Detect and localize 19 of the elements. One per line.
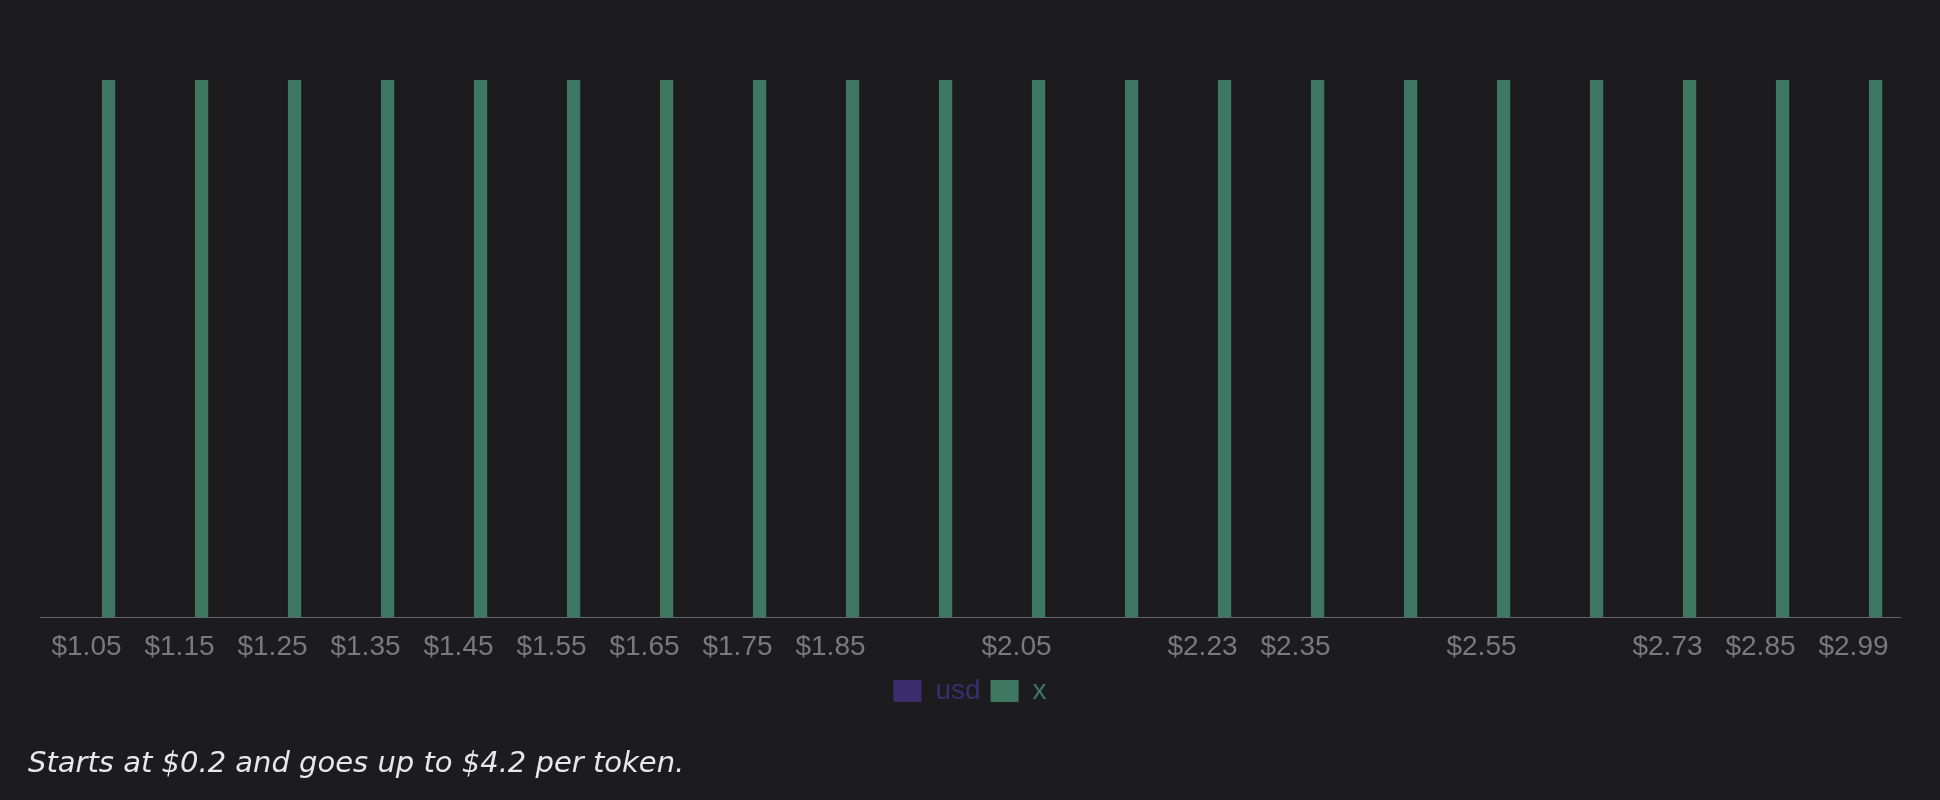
x-tick-label: $1.75 [702,629,773,661]
legend-label: usd [935,673,981,705]
text: Starts at $0.2 and goes up to $4.2 per token. [28,745,685,779]
x-tick-label: $1.35 [330,629,401,661]
x-tick-label: $2.73 [1632,629,1703,661]
x-tick-label: $2.55 [1446,629,1517,661]
x-tick-label: $1.85 [795,629,866,661]
x-tick-label: $2.85 [1725,629,1796,661]
x-tick-label: $1.05 [51,629,122,661]
x-tick-label: $2.99 [1818,629,1889,661]
x-tick-label: $2.05 [981,629,1052,661]
x-tick-label: $2.35 [1260,629,1331,661]
x-tick-label: $2.23 [1167,629,1238,661]
x-tick-label: $1.65 [609,629,680,661]
x-tick-label: $1.55 [516,629,587,661]
x-tick-label: $1.15 [144,629,215,661]
legend-label: x [1032,673,1047,705]
x-tick-label: $1.25 [237,629,308,661]
x-tick-label: $1.45 [423,629,494,661]
